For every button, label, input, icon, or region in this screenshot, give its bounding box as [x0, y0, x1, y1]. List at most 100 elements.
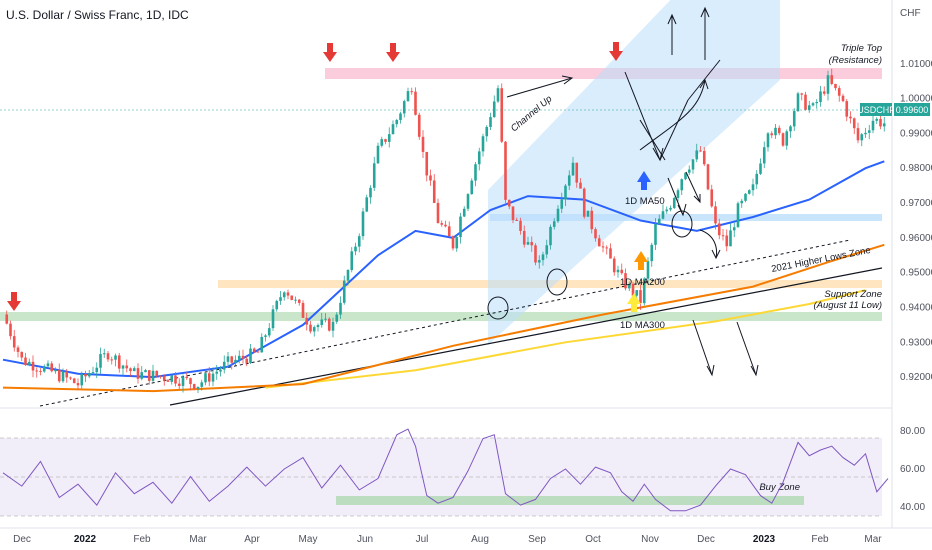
candle-body [372, 163, 376, 188]
candle-body [755, 173, 759, 185]
candle-body [849, 116, 852, 119]
candle-body [69, 377, 72, 379]
blue-zone [490, 214, 882, 221]
candle-body [522, 230, 526, 245]
time-tick: Oct [585, 534, 601, 545]
support-date-label: (August 11 Low) [814, 300, 882, 311]
candle-body [421, 136, 425, 152]
candle-body [136, 368, 140, 379]
candle-body [399, 113, 402, 121]
rsi-axis: 80.00 60.00 40.00 [900, 426, 925, 513]
candle-body [46, 363, 50, 367]
candle-body [500, 88, 504, 142]
candle-body [575, 162, 579, 183]
candle-body [54, 369, 57, 372]
candle-body [350, 251, 354, 271]
candle-body [39, 370, 42, 372]
candle-body [335, 314, 339, 322]
candle-body [50, 363, 54, 372]
candle-body [117, 355, 121, 369]
candle-body [204, 373, 207, 383]
price-tick: 1.01000 [900, 59, 932, 70]
candle-body [590, 210, 594, 230]
candle-body [301, 302, 305, 318]
candle-body [196, 386, 200, 389]
candle-body [177, 383, 181, 386]
candle-body [477, 151, 481, 165]
candle-body [766, 133, 770, 148]
rsi-tick: 40.00 [900, 502, 925, 513]
candle-body [436, 202, 440, 224]
candle-body [684, 172, 687, 180]
candle-body [721, 235, 725, 237]
candle-body [327, 318, 331, 331]
candle-body [72, 378, 76, 384]
candle-body [106, 353, 110, 360]
time-tick: Jun [357, 534, 373, 545]
candle-body [395, 120, 399, 125]
candle-body [459, 216, 462, 238]
candle-body [230, 356, 234, 363]
orange-arrow-icon [634, 251, 648, 270]
time-tick: May [299, 534, 318, 545]
candle-body [294, 299, 297, 301]
candle-body [147, 370, 151, 381]
time-tick: 2023 [753, 534, 776, 545]
last-price-badge [894, 103, 930, 116]
candlesticks [5, 68, 886, 394]
higher-lows-dotted [39, 239, 851, 407]
higher-lows-label: 2021 Higher Lows Zone [770, 245, 871, 275]
candle-body [16, 347, 20, 352]
candle-body [481, 136, 485, 152]
candle-body [530, 242, 534, 246]
candle-body [102, 353, 106, 355]
candle-body [616, 269, 620, 273]
candle-body [357, 236, 361, 247]
candle-body [80, 373, 84, 386]
candle-body [807, 105, 811, 110]
candle-body [470, 180, 474, 195]
candle-body [170, 375, 174, 382]
candle-body [642, 278, 646, 304]
candle-body [425, 151, 429, 176]
candle-body [609, 248, 612, 259]
candle-body [646, 261, 650, 279]
candle-body [729, 230, 732, 247]
candle-body [207, 373, 211, 382]
candle-body [162, 376, 166, 381]
candle-body [387, 134, 391, 142]
candle-body [567, 175, 571, 186]
last-price: 0.99600 [896, 105, 929, 115]
candle-body [410, 91, 414, 93]
ma300-line [265, 289, 866, 389]
candle-body [875, 118, 879, 121]
candle-body [166, 380, 170, 382]
candle-body [507, 199, 511, 207]
candle-body [800, 93, 804, 95]
candle-body [785, 131, 789, 146]
time-tick: Dec [697, 534, 715, 545]
candle-body [549, 226, 552, 246]
candle-body [95, 367, 99, 373]
support-zone-label: Support Zone [824, 289, 882, 300]
ma200-line [2, 243, 885, 393]
candle-body [241, 355, 245, 359]
time-tick: Aug [471, 534, 489, 545]
candle-body [650, 244, 654, 262]
candle-body [429, 175, 432, 181]
candle-body [9, 323, 12, 337]
candle-body [132, 368, 136, 372]
candle-body [485, 126, 489, 137]
candle-body [189, 378, 192, 385]
candle-body [511, 206, 515, 220]
candle-body [339, 302, 342, 315]
candle-body [837, 88, 841, 96]
candle-body [545, 245, 549, 255]
candle-body [774, 127, 777, 136]
candle-body [492, 101, 496, 118]
